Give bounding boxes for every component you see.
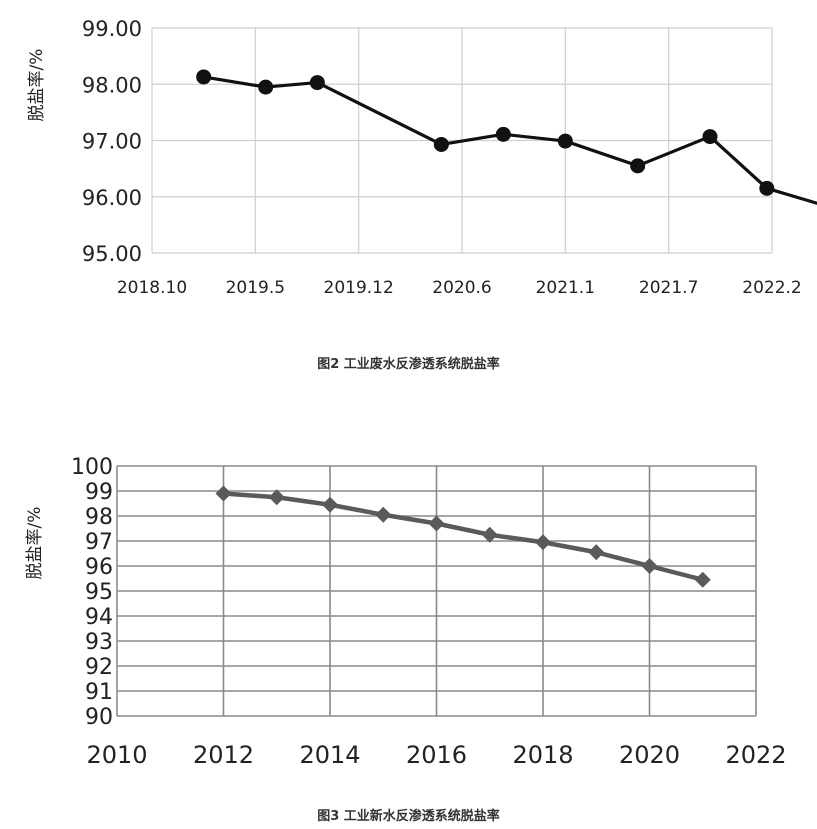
chart-1-data-point: [258, 79, 274, 95]
chart-2-y-tick: 90: [85, 705, 113, 730]
chart-2-series-line: [223, 491, 704, 582]
chart-1-x-tick: 2020.6: [432, 278, 491, 298]
chart-2-y-tick: 98: [85, 505, 113, 530]
chart-1-x-tick: 2019.12: [324, 278, 394, 298]
chart-1-series-line: [203, 75, 817, 205]
chart-2-y-tick: 95: [85, 580, 113, 605]
chart-1-data-point: [557, 133, 573, 149]
chart-2-y-axis-label: 脱盐率/%: [25, 507, 45, 580]
chart-1-x-tick: 2021.7: [639, 278, 698, 298]
chart-2-x-ticks: 2010 2012 2014 2016 2018 2020 2022: [86, 741, 786, 769]
chart-2-y-tick: 100: [71, 455, 113, 480]
chart-1-data-point: [759, 180, 775, 196]
chart-2-x-tick: 2022: [725, 741, 786, 769]
chart-2-x-tick: 2014: [299, 741, 360, 769]
chart-1-x-ticks: 2018.10 2019.5 2019.12 2020.6 2021.1 2021.7 20…: [117, 278, 802, 298]
chart-2-data-point: [535, 534, 551, 551]
chart-2-data-point: [428, 515, 445, 532]
chart-2-caption: 图3 工业新水反渗透系统脱盐率: [317, 809, 500, 824]
chart-1-data-point: [433, 136, 449, 152]
chart-2-x-tick: 2020: [619, 741, 680, 769]
chart-1-x-tick: 2022.2: [742, 278, 801, 298]
chart-1-x-tick: 2021.1: [536, 278, 595, 298]
chart-1-y-axis-label: 脱盐率/%: [27, 49, 47, 122]
chart-2-x-tick: 2012: [193, 741, 254, 769]
chart-1-data-point: [702, 129, 718, 145]
chart-2-x-tick: 2010: [86, 741, 147, 769]
chart-2-data-point: [641, 558, 658, 574]
chart-1-y-tick: 99.00: [82, 17, 142, 41]
chart-1-data-point: [309, 75, 325, 91]
chart-2-data-point: [215, 485, 232, 502]
chart-2-series: [215, 485, 711, 588]
chart-2-grid: [116, 465, 757, 717]
chart-2-x-tick: 2016: [406, 741, 467, 769]
chart-1-y-tick: 98.00: [82, 73, 142, 97]
chart-2-data-point: [481, 526, 498, 543]
chart-1-data-point: [630, 158, 646, 174]
chart-1-y-tick: 96.00: [82, 186, 142, 210]
chart-1-y-tick: 97.00: [82, 130, 142, 154]
chart-2-data-point: [588, 544, 605, 561]
chart-2-y-tick: 99: [85, 480, 113, 505]
chart-1-x-tick: 2019.5: [226, 278, 285, 298]
chart-2-data-point: [268, 489, 285, 506]
chart-2-y-tick: 93: [85, 630, 113, 655]
chart-1-data-point: [196, 69, 212, 85]
chart-2-y-tick: 92: [85, 655, 113, 680]
chart-2-y-tick: 94: [85, 605, 113, 630]
chart-2-x-tick: 2018: [512, 741, 573, 769]
chart-1-y-ticks: 95.00 96.00 97.00 98.00 99.00: [82, 17, 142, 266]
chart-1-x-tick: 2018.10: [117, 278, 187, 298]
chart-2-y-tick: 91: [85, 680, 113, 705]
chart-2-data-point: [322, 496, 338, 513]
chart-1-series: [196, 69, 817, 205]
chart-1-y-tick: 95.00: [82, 242, 142, 266]
chart-2-data-point: [375, 506, 392, 523]
chart-2-y-tick: 97: [85, 530, 113, 555]
chart-1-caption: 图2 工业废水反渗透系统脱盐率: [317, 357, 500, 372]
chart-1-data-point: [495, 126, 511, 142]
chart-2-data-point: [694, 571, 711, 588]
chart-2-y-tick: 96: [85, 555, 113, 580]
